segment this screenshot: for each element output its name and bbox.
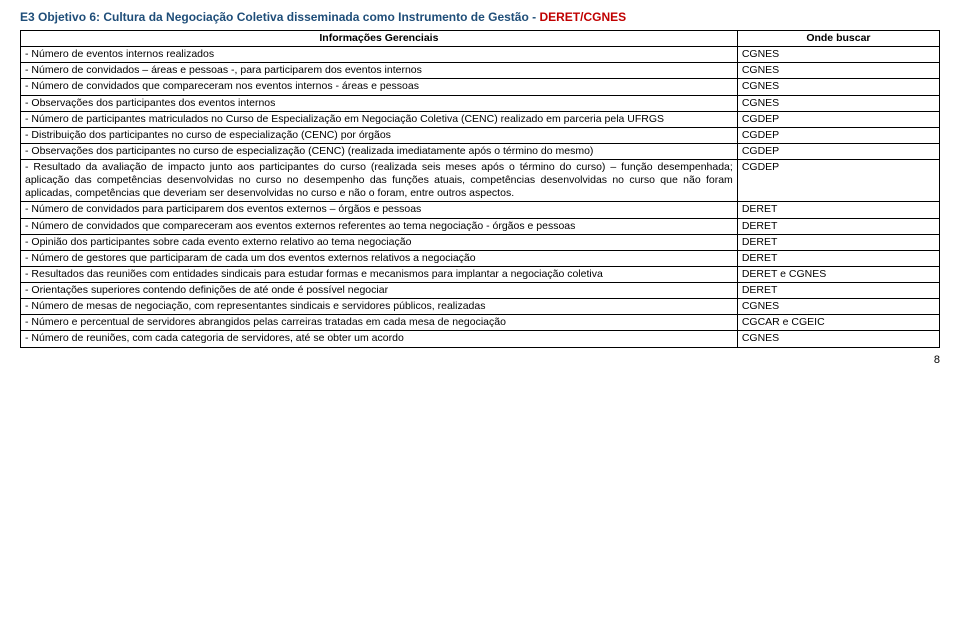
cell-onde: CGNES [737, 79, 939, 95]
cell-onde: CGNES [737, 47, 939, 63]
cell-onde: CGDEP [737, 127, 939, 143]
cell-info: - Número de convidados para participarem… [21, 202, 738, 218]
table-row: - Número de convidados – áreas e pessoas… [21, 63, 940, 79]
cell-onde: DERET e CGNES [737, 266, 939, 282]
table-row: - Número de convidados que compareceram … [21, 218, 940, 234]
cell-onde: DERET [737, 202, 939, 218]
header-title: E3 Objetivo 6: Cultura da Negociação Col… [20, 10, 529, 24]
table-row: - Número de eventos internos realizadosC… [21, 47, 940, 63]
cell-onde: DERET [737, 283, 939, 299]
table-row: - Número de convidados que compareceram … [21, 79, 940, 95]
cell-info: - Número de gestores que participaram de… [21, 250, 738, 266]
document-header: E3 Objetivo 6: Cultura da Negociação Col… [20, 10, 940, 24]
cell-info: - Número de convidados – áreas e pessoas… [21, 63, 738, 79]
cell-onde: CGDEP [737, 160, 939, 202]
cell-onde: CGNES [737, 299, 939, 315]
cell-info: - Resultados das reuniões com entidades … [21, 266, 738, 282]
header-sep: - [529, 10, 540, 24]
cell-info: - Número e percentual de servidores abra… [21, 315, 738, 331]
cell-info: - Observações dos participantes dos even… [21, 95, 738, 111]
cell-info: - Distribuição dos participantes no curs… [21, 127, 738, 143]
cell-info: - Resultado da avaliação de impacto junt… [21, 160, 738, 202]
cell-info: - Observações dos participantes no curso… [21, 143, 738, 159]
header-accent: DERET/CGNES [539, 10, 626, 24]
page-number: 8 [20, 354, 940, 366]
table-row: - Número de reuniões, com cada categoria… [21, 331, 940, 347]
col-header-info: Informações Gerenciais [21, 31, 738, 47]
cell-onde: CGCAR e CGEIC [737, 315, 939, 331]
cell-onde: DERET [737, 250, 939, 266]
cell-onde: CGDEP [737, 111, 939, 127]
table-row: - Resultados das reuniões com entidades … [21, 266, 940, 282]
cell-onde: CGNES [737, 95, 939, 111]
cell-onde: CGNES [737, 331, 939, 347]
table-row: - Número de participantes matriculados n… [21, 111, 940, 127]
cell-onde: CGNES [737, 63, 939, 79]
table-row: - Número de gestores que participaram de… [21, 250, 940, 266]
col-header-onde: Onde buscar [737, 31, 939, 47]
table-row: - Distribuição dos participantes no curs… [21, 127, 940, 143]
table-row: - Orientações superiores contendo defini… [21, 283, 940, 299]
table-row: - Número de convidados para participarem… [21, 202, 940, 218]
cell-info: - Número de mesas de negociação, com rep… [21, 299, 738, 315]
table-row: - Resultado da avaliação de impacto junt… [21, 160, 940, 202]
cell-onde: DERET [737, 218, 939, 234]
table-row: - Número de mesas de negociação, com rep… [21, 299, 940, 315]
table-row: - Observações dos participantes no curso… [21, 143, 940, 159]
table-row: - Número e percentual de servidores abra… [21, 315, 940, 331]
cell-info: - Número de participantes matriculados n… [21, 111, 738, 127]
info-table: Informações Gerenciais Onde buscar - Núm… [20, 30, 940, 348]
cell-onde: CGDEP [737, 143, 939, 159]
table-row: - Observações dos participantes dos even… [21, 95, 940, 111]
cell-info: - Número de convidados que compareceram … [21, 218, 738, 234]
cell-info: - Orientações superiores contendo defini… [21, 283, 738, 299]
cell-info: - Número de reuniões, com cada categoria… [21, 331, 738, 347]
cell-info: - Número de eventos internos realizados [21, 47, 738, 63]
table-header-row: Informações Gerenciais Onde buscar [21, 31, 940, 47]
cell-onde: DERET [737, 234, 939, 250]
cell-info: - Número de convidados que compareceram … [21, 79, 738, 95]
cell-info: - Opinião dos participantes sobre cada e… [21, 234, 738, 250]
table-row: - Opinião dos participantes sobre cada e… [21, 234, 940, 250]
